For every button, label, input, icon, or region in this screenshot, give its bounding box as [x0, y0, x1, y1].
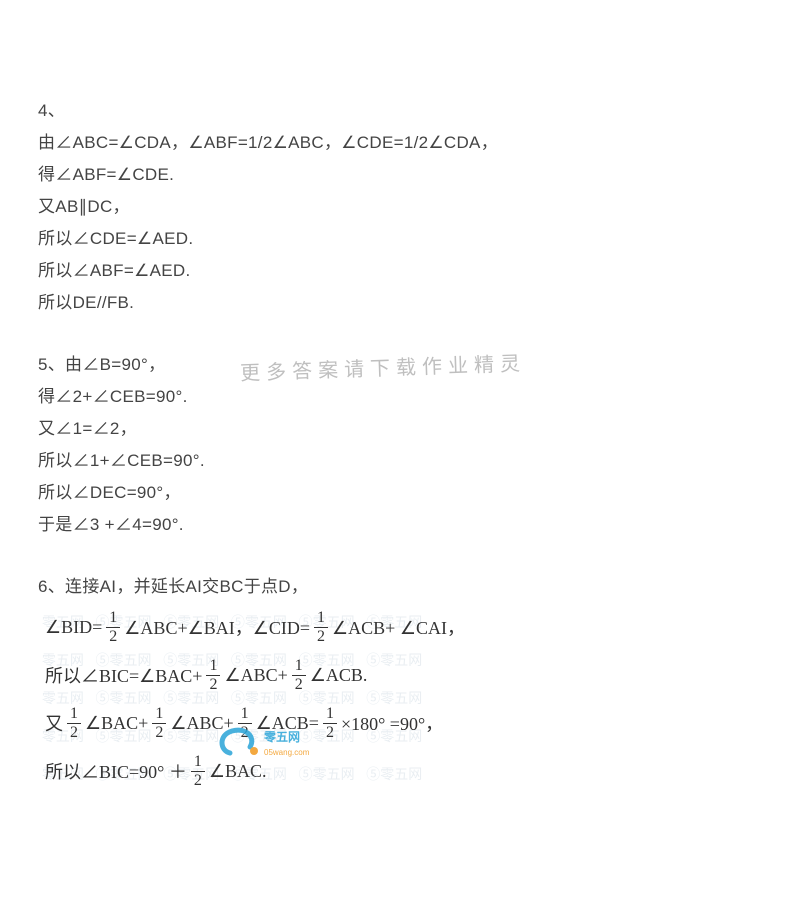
p4-line-5: 所以∠CDE=∠AED.	[38, 223, 800, 255]
text-segment: 所以∠BIC=∠BAC+	[44, 662, 203, 688]
p6-math-row-1: ∠BID= 1 2 ∠ABC+∠BAI，∠CID= 1 2 ∠ACB+ ∠CAI…	[38, 603, 558, 651]
p6-math-row-2: 所以∠BIC=∠BAC+ 1 2 ∠ABC+ 1 2 ∠ACB.	[38, 651, 558, 699]
text-segment: ∠ABC+	[223, 665, 288, 686]
fraction-one-half: 1 2	[323, 706, 337, 741]
text-segment: ∠BAC+	[84, 713, 149, 734]
fraction-numerator: 1	[67, 706, 81, 723]
fraction-one-half: 1 2	[238, 706, 252, 741]
fraction-one-half: 1 2	[152, 706, 166, 741]
p6-line-1: 6、连接AI，并延长AI交BC于点D，	[38, 571, 800, 603]
p5-line-1: 5、由∠B=90°，	[38, 349, 800, 381]
fraction-denominator: 2	[314, 627, 328, 645]
fraction-numerator: 1	[191, 754, 205, 771]
p4-line-1: 4、	[38, 95, 800, 127]
text-segment: ∠ABC+∠BAI，∠CID=	[123, 614, 311, 640]
fraction-numerator: 1	[106, 610, 120, 627]
document-page: 更多答案请下载作业精灵 4、 由∠ABC=∠CDA，∠ABF=1/2∠ABC，∠…	[0, 0, 800, 921]
fraction-denominator: 2	[292, 675, 306, 693]
p6-math-block: 零五网 ⑤零五网 ⑤零五网 ⑤零五网 ⑤零五网 ⑤零五网 零五网 ⑤零五网 ⑤零…	[38, 603, 558, 795]
text-segment: ∠ABC+	[169, 713, 234, 734]
fraction-one-half: 1 2	[191, 754, 205, 789]
fraction-numerator: 1	[292, 658, 306, 675]
fraction-denominator: 2	[67, 723, 81, 741]
p6-math-row-4: 所以∠BIC=90° ＋ 1 2 ∠BAC.	[38, 747, 558, 795]
fraction-one-half: 1 2	[67, 706, 81, 741]
fraction-numerator: 1	[238, 706, 252, 723]
text-segment: ∠ACB+ ∠CAI，	[331, 614, 466, 640]
p4-line-4: 又AB∥DC，	[38, 191, 800, 223]
p5-line-2: 得∠2+∠CEB=90°.	[38, 381, 800, 413]
p4-line-6: 所以∠ABF=∠AED.	[38, 255, 800, 287]
fraction-one-half: 1 2	[292, 658, 306, 693]
text-segment: ∠ACB.	[309, 665, 369, 686]
fraction-one-half: 1 2	[206, 658, 220, 693]
fraction-denominator: 2	[152, 723, 166, 741]
fraction-one-half: 1 2	[106, 610, 120, 645]
fraction-denominator: 2	[238, 723, 252, 741]
fraction-denominator: 2	[106, 627, 120, 645]
p5-line-5: 所以∠DEC=90°，	[38, 477, 800, 509]
text-segment: 又	[44, 710, 64, 736]
spacer	[38, 319, 800, 349]
fraction-numerator: 1	[206, 658, 220, 675]
text-segment: ×180° =90°，	[340, 710, 444, 736]
text-segment: ∠BID=	[44, 617, 103, 638]
text-segment: ∠ACB=	[255, 713, 320, 734]
fraction-denominator: 2	[191, 771, 205, 789]
p5-line-3: 又∠1=∠2，	[38, 413, 800, 445]
p5-line-6: 于是∠3 +∠4=90°.	[38, 509, 800, 541]
fraction-one-half: 1 2	[314, 610, 328, 645]
spacer	[38, 541, 800, 571]
text-segment: ∠BAC.	[208, 761, 268, 782]
fraction-numerator: 1	[314, 610, 328, 627]
fraction-denominator: 2	[323, 723, 337, 741]
text-segment: 所以∠BIC=90° ＋	[44, 758, 188, 784]
p5-line-4: 所以∠1+∠CEB=90°.	[38, 445, 800, 477]
fraction-numerator: 1	[323, 706, 337, 723]
fraction-numerator: 1	[152, 706, 166, 723]
p4-line-3: 得∠ABF=∠CDE.	[38, 159, 800, 191]
p4-line-7: 所以DE//FB.	[38, 287, 800, 319]
p4-line-2: 由∠ABC=∠CDA，∠ABF=1/2∠ABC，∠CDE=1/2∠CDA，	[38, 127, 800, 159]
fraction-denominator: 2	[206, 675, 220, 693]
p6-math-row-3: 又 1 2 ∠BAC+ 1 2 ∠ABC+ 1 2 ∠ACB= 1 2 ×180…	[38, 699, 558, 747]
